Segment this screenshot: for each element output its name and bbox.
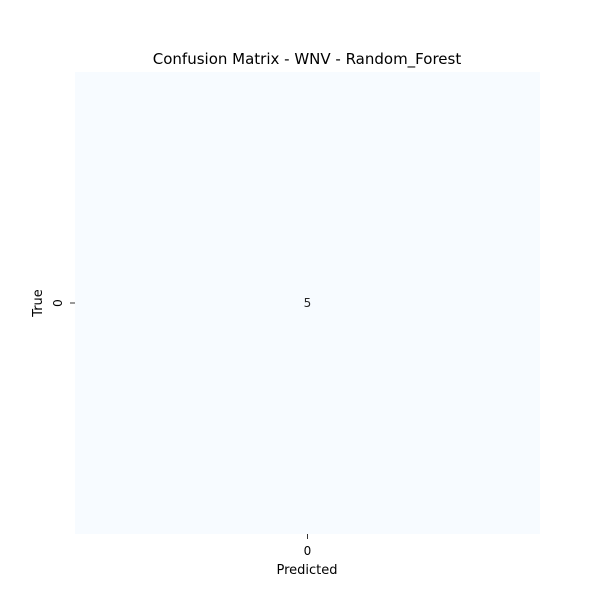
- y-axis-ticks: 0: [51, 299, 75, 307]
- y-tick-label: 0: [51, 299, 65, 307]
- x-axis-ticks: 0: [304, 534, 312, 558]
- chart-title: Confusion Matrix - WNV - Random_Forest: [153, 50, 462, 69]
- x-tick-label: 0: [304, 544, 312, 558]
- heatmap-cell: [75, 72, 540, 534]
- y-axis-label: True: [31, 289, 46, 318]
- heatmap-cells: 5: [75, 72, 540, 534]
- x-axis-label: Predicted: [276, 563, 337, 578]
- cell-value-label: 5: [304, 296, 312, 310]
